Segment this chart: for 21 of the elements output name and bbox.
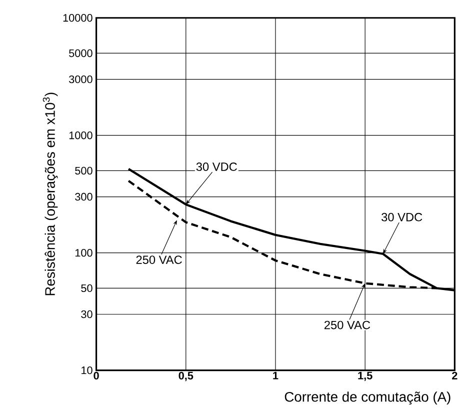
y-tick-label: 1000 — [69, 132, 92, 140]
annotation: 250 VAC — [324, 320, 370, 330]
y-tick-label: 100 — [75, 249, 92, 257]
annotation: 30 VDC — [196, 162, 237, 171]
y-tick-label: 30 — [81, 310, 92, 318]
y-tick-label: 300 — [75, 192, 92, 201]
annotation: 30 VDC — [382, 212, 422, 222]
x-axis-title: Corrente de comutação (A) — [284, 392, 450, 405]
x-tick-label: 1,5 — [358, 372, 372, 382]
y-tick-label: 50 — [81, 284, 92, 292]
y-axis-title: Resistência (operações em x10$^{3}$) — [42, 92, 58, 296]
y-tick-label: 500 — [75, 166, 92, 175]
y-tick-label: 10 — [82, 366, 92, 374]
x-tick-label: 0,5 — [178, 372, 194, 382]
y-tick-label: 3000 — [69, 75, 92, 84]
annotation: 250 VAC — [136, 256, 182, 264]
x-tick-label: 2 — [452, 372, 458, 380]
x-tick-label: 0 — [94, 372, 99, 380]
x-tick-label: 1 — [273, 372, 278, 380]
y-tick-label: 10000 — [63, 14, 92, 22]
y-tick-label: 5000 — [69, 49, 92, 58]
